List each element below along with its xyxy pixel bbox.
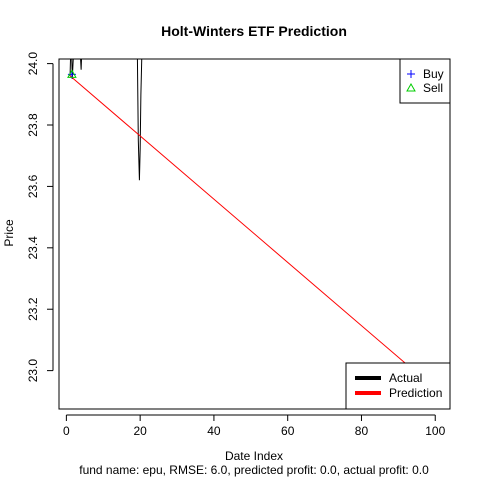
x-tick-label: 0 (63, 424, 70, 438)
series-line-actual (69, 59, 143, 181)
y-tick-label: 23.4 (26, 236, 40, 260)
legend-buy-sell-box (399, 58, 451, 104)
x-tick-label: 100 (425, 424, 445, 438)
legend-entry-prediction: Prediction (355, 386, 442, 400)
legend-entry-sell: Sell (406, 81, 443, 95)
y-axis: 23.0 23.2 23.4 23.6 23.8 24.0 (26, 52, 54, 383)
x-tick-label: 20 (133, 424, 147, 438)
sell-marker (67, 69, 77, 78)
legend-label-prediction: Prediction (389, 386, 442, 400)
chart-caption: fund name: epu, RMSE: 6.0, predicted pro… (79, 463, 429, 477)
x-tick-label: 40 (207, 424, 221, 438)
x-axis-label: Date Index (225, 449, 283, 463)
plot-frame (58, 58, 451, 410)
x-tick-label: 60 (281, 424, 295, 438)
legend-actual-prediction-box (345, 362, 451, 410)
legend-label-buy: Buy (423, 67, 444, 81)
series-line-prediction (69, 75, 443, 396)
legend-label-actual: Actual (389, 371, 422, 385)
chart-title: Holt-Winters ETF Prediction (161, 23, 347, 39)
y-tick-label: 23.8 (26, 113, 40, 137)
marker-layer (67, 69, 77, 79)
series-layer (69, 59, 443, 396)
y-tick-label: 24.0 (26, 52, 40, 76)
x-axis: 0 20 40 60 80 100 (63, 414, 446, 438)
legend-entry-actual: Actual (355, 371, 422, 385)
legend-swatch-sell (406, 82, 416, 92)
legend-label-sell: Sell (423, 81, 443, 95)
x-tick-label: 80 (355, 424, 369, 438)
y-tick-label: 23.2 (26, 297, 40, 321)
y-axis-label: Price (2, 219, 16, 247)
legend-entry-buy: Buy (407, 67, 444, 81)
y-tick-label: 23.0 (26, 359, 40, 383)
y-tick-label: 23.6 (26, 174, 40, 198)
